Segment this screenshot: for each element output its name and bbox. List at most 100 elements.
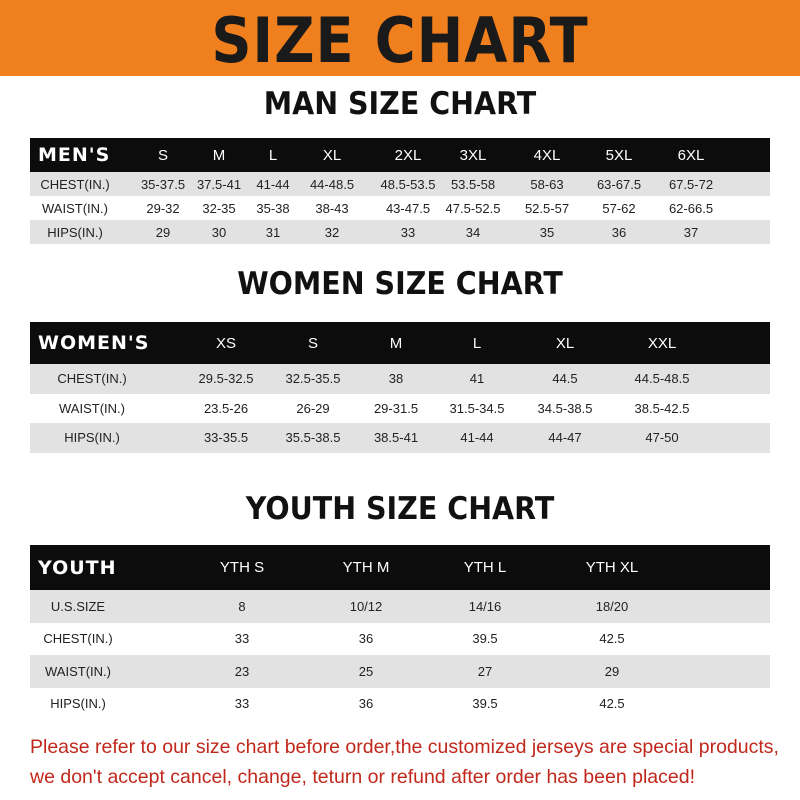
measurement-cell: 30 bbox=[211, 224, 227, 240]
table-label: YOUTH bbox=[38, 556, 117, 579]
youth-header-row: YOUTH YTH S YTH M YTH L YTH XL bbox=[30, 545, 770, 590]
banner: SIZE CHART bbox=[0, 0, 800, 77]
measurement-cell: 38 bbox=[388, 371, 404, 387]
measurement-cell: 48.5-53.5 bbox=[380, 176, 436, 192]
table-row: CHEST(IN.) 29.5-32.5 32.5-35.5 38 41 44.5 44.5… bbox=[30, 364, 770, 394]
measurement-cell: 33-35.5 bbox=[203, 430, 249, 446]
table-row: HIPS(IN.) 33 36 39.5 42.5 bbox=[30, 687, 770, 720]
measurement-cell: 44.5-48.5 bbox=[634, 371, 690, 387]
measurement-cell: 35.5-38.5 bbox=[285, 430, 341, 446]
measurement-cell: 44-47 bbox=[548, 430, 582, 446]
row-label: CHEST(IN.) bbox=[40, 176, 110, 192]
measurement-cell: 42.5 bbox=[599, 631, 625, 647]
row-label: HIPS(IN.) bbox=[50, 696, 106, 712]
measurement-cell: 35-37.5 bbox=[140, 176, 186, 192]
size-header: L bbox=[268, 146, 278, 164]
measurement-cell: 33 bbox=[234, 696, 250, 712]
measurement-cell: 38-43 bbox=[315, 200, 349, 216]
size-header: YTH XL bbox=[585, 559, 639, 576]
measurement-cell: 41-44 bbox=[460, 430, 494, 446]
measurement-cell: 33 bbox=[400, 224, 416, 240]
measurement-cell: 36 bbox=[611, 224, 627, 240]
measurement-cell: 29 bbox=[155, 224, 171, 240]
table-row: WAIST(IN.) 23.5-26 26-29 29-31.5 31.5-34.5 34… bbox=[30, 393, 770, 423]
measurement-cell: 41 bbox=[469, 371, 485, 387]
measurement-cell: 36 bbox=[358, 631, 374, 647]
table-row: WAIST(IN.) 23 25 27 29 bbox=[30, 655, 770, 688]
row-label: WAIST(IN.) bbox=[42, 200, 108, 216]
women-header-row: WOMEN'S XS S M L XL XXL bbox=[30, 322, 770, 364]
row-label: CHEST(IN.) bbox=[57, 371, 127, 387]
measurement-cell: 8 bbox=[238, 598, 246, 614]
measurement-cell: 33 bbox=[234, 631, 250, 647]
row-label: WAIST(IN.) bbox=[59, 400, 125, 416]
size-header: XXL bbox=[647, 334, 677, 352]
table-label: WOMEN'S bbox=[38, 332, 150, 354]
size-header: 5XL bbox=[605, 146, 633, 164]
measurement-cell: 29-32 bbox=[146, 200, 180, 216]
measurement-cell: 25 bbox=[358, 663, 374, 679]
measurement-cell: 36 bbox=[358, 696, 374, 712]
size-header: XL bbox=[322, 146, 342, 164]
measurement-cell: 47.5-52.5 bbox=[445, 200, 501, 216]
size-header: XS bbox=[215, 334, 237, 352]
measurement-cell: 29-31.5 bbox=[373, 400, 419, 416]
page-title: SIZE CHART bbox=[211, 4, 589, 77]
measurement-cell: 44.5 bbox=[552, 371, 578, 387]
measurement-cell: 32.5-35.5 bbox=[285, 371, 341, 387]
measurement-cell: 10/12 bbox=[349, 598, 383, 614]
table-row: CHEST(IN.) 33 36 39.5 42.5 bbox=[30, 622, 770, 655]
size-header: 4XL bbox=[533, 146, 561, 164]
measurement-cell: 14/16 bbox=[468, 598, 502, 614]
measurement-cell: 52.5-57 bbox=[524, 200, 570, 216]
measurement-cell: 23 bbox=[234, 663, 250, 679]
table-row: WAIST(IN.) 29-32 32-35 35-38 38-43 43-47.5 47.… bbox=[30, 196, 770, 220]
measurement-cell: 35 bbox=[539, 224, 555, 240]
measurement-cell: 57-62 bbox=[602, 200, 636, 216]
table-label: MEN'S bbox=[38, 144, 111, 166]
measurement-cell: 34 bbox=[465, 224, 481, 240]
measurement-cell: 31.5-34.5 bbox=[449, 400, 505, 416]
size-header: YTH S bbox=[219, 559, 265, 576]
size-header: 6XL bbox=[677, 146, 705, 164]
measurement-cell: 35-38 bbox=[256, 200, 290, 216]
measurement-cell: 29.5-32.5 bbox=[198, 371, 254, 387]
row-label: WAIST(IN.) bbox=[45, 663, 111, 679]
size-header: 3XL bbox=[459, 146, 487, 164]
measurement-cell: 41-44 bbox=[256, 176, 290, 192]
size-header: M bbox=[389, 334, 403, 352]
measurement-cell: 39.5 bbox=[472, 631, 498, 647]
measurement-cell: 26-29 bbox=[296, 400, 330, 416]
women-section-title: WOMEN SIZE CHART bbox=[237, 266, 563, 302]
measurement-cell: 32 bbox=[324, 224, 340, 240]
measurement-cell: 32-35 bbox=[202, 200, 236, 216]
table-row: HIPS(IN.) 29 30 31 32 33 34 35 36 37 bbox=[30, 220, 770, 244]
notice-line-1: Please refer to our size chart before or… bbox=[30, 736, 779, 758]
size-header: 2XL bbox=[394, 146, 422, 164]
measurement-cell: 44-48.5 bbox=[309, 176, 355, 192]
measurement-cell: 58-63 bbox=[530, 176, 564, 192]
measurement-cell: 42.5 bbox=[599, 696, 625, 712]
measurement-cell: 23.5-26 bbox=[203, 400, 249, 416]
size-header: L bbox=[472, 334, 482, 352]
measurement-cell: 31 bbox=[265, 224, 281, 240]
youth-section-title: YOUTH SIZE CHART bbox=[245, 491, 555, 527]
table-row: HIPS(IN.) 33-35.5 35.5-38.5 38.5-41 41-44 44-… bbox=[30, 423, 770, 453]
measurement-cell: 38.5-42.5 bbox=[634, 400, 690, 416]
footer-notice: Please refer to our size chart before or… bbox=[30, 732, 790, 792]
measurement-cell: 38.5-41 bbox=[373, 430, 419, 446]
measurement-cell: 53.5-58 bbox=[450, 176, 496, 192]
size-header: YTH L bbox=[463, 559, 507, 576]
measurement-cell: 43-47.5 bbox=[385, 200, 431, 216]
measurement-cell: 47-50 bbox=[645, 430, 679, 446]
row-label: HIPS(IN.) bbox=[64, 430, 120, 446]
row-label: CHEST(IN.) bbox=[43, 631, 113, 647]
measurement-cell: 37 bbox=[683, 224, 699, 240]
row-label: U.S.SIZE bbox=[50, 598, 106, 614]
measurement-cell: 39.5 bbox=[472, 696, 498, 712]
size-header: YTH M bbox=[342, 559, 390, 576]
measurement-cell: 37.5-41 bbox=[196, 176, 242, 192]
measurement-cell: 18/20 bbox=[595, 598, 629, 614]
size-header: S bbox=[157, 146, 169, 164]
table-row: U.S.SIZE 8 10/12 14/16 18/20 bbox=[30, 590, 770, 623]
